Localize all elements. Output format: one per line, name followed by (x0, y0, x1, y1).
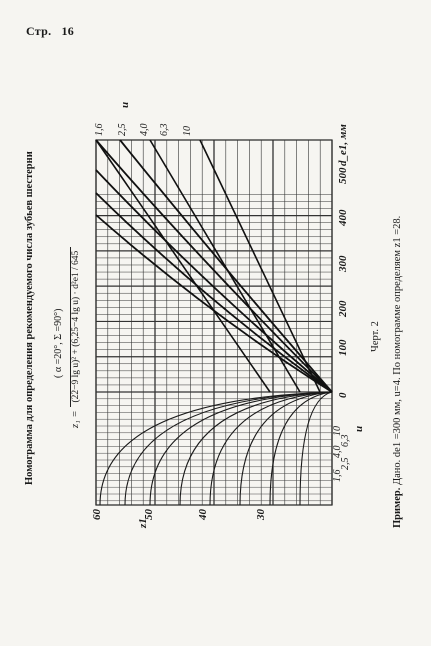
series-curve-u-3 (95, 192, 333, 393)
u-label-top: 1,6 (94, 124, 105, 137)
u-label-bottom: 4,0 (332, 446, 343, 459)
u-label-top: 2,5 (117, 124, 128, 137)
example-body: Дано. de1 =300 мм, u=4. По номограмме оп… (392, 215, 403, 486)
x-tick-label: 200 (337, 300, 349, 318)
y-tick-label: 50 (143, 509, 155, 521)
u-scale-curve (269, 391, 333, 506)
x-tick-label: 400 (337, 209, 349, 227)
y-tick-label: 40 (197, 509, 209, 522)
x-tick-label: 500 (337, 167, 349, 184)
y-axis-title: z1 (137, 518, 149, 529)
x-tick-label: 0 (337, 392, 349, 398)
page-number: 16 (61, 24, 75, 38)
u-label-bottom: 1,6 (332, 470, 343, 483)
steep-guide-line (149, 139, 301, 393)
y-tick-label: 60 (91, 509, 103, 521)
u-scale-curve (124, 391, 333, 506)
chart-grid (95, 139, 333, 506)
x-tick-label: 300 (337, 255, 349, 273)
x-axis-title: d_e1, мм (337, 124, 349, 166)
u-label-bottom: 10 (332, 426, 343, 436)
u-scale-curve (209, 391, 333, 506)
u-label-top: 10 (182, 126, 193, 136)
u-label-bottom: 6,3 (340, 435, 351, 448)
series-curve-u-2 (95, 169, 333, 393)
x-tick-label: 100 (337, 339, 349, 356)
u-axis-title-bottom: u (353, 426, 365, 432)
u-label-top: 6,3 (159, 124, 170, 137)
u-scale-curve (299, 391, 333, 506)
u-label-bottom: 2,5 (340, 458, 351, 471)
y-tick-label: 30 (255, 509, 267, 522)
u-scale-curve (99, 391, 333, 506)
page-label: Стр. (26, 24, 52, 38)
chart-curves (95, 139, 333, 506)
figure-label: Черт. 2 (370, 321, 381, 352)
example-label: Пример. (392, 487, 403, 528)
u-scale-curve (239, 391, 333, 506)
u-scale-curve (179, 391, 333, 506)
page-header: Стр. 16 (26, 24, 84, 39)
u-scale-curve (149, 391, 333, 506)
u-axis-title-top: u (119, 102, 131, 108)
u-label-top: 4,0 (139, 124, 150, 137)
series-curve-u-1 (119, 139, 333, 393)
example-text: Пример. Дано. de1 =300 мм, u=4. По номог… (392, 216, 403, 528)
series-curve-u-0 (95, 139, 333, 393)
steep-guide-line (95, 139, 271, 393)
steep-guide-line (199, 139, 321, 393)
